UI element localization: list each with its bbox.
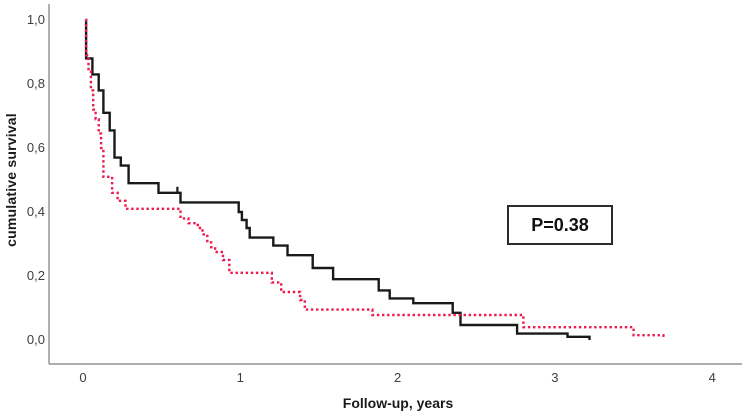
- y-tick-label: 0,4: [26, 204, 45, 219]
- x-tick-label: 0: [79, 370, 87, 385]
- x-axis-title: Follow-up, years: [342, 395, 454, 411]
- y-tick-label: 1,0: [26, 12, 45, 27]
- x-tick-label: 1: [236, 370, 244, 385]
- y-tick-label: 0,6: [26, 140, 45, 155]
- y-tick-label: 0,0: [26, 332, 45, 347]
- p-value-text: P=0.38: [531, 214, 589, 235]
- group-1-black-solid-curve: [84, 18, 591, 340]
- p-value-box: P=0.38: [507, 205, 613, 245]
- y-tick-label: 0,8: [26, 76, 45, 91]
- x-tick-label: 2: [393, 370, 402, 385]
- x-tick-label: 3: [551, 370, 559, 385]
- y-axis-title: cumulative survival: [3, 113, 19, 247]
- y-tick-label: 0,2: [26, 268, 45, 283]
- group-2-red-dotted-curve: [84, 18, 665, 339]
- x-tick-label: 4: [708, 370, 716, 385]
